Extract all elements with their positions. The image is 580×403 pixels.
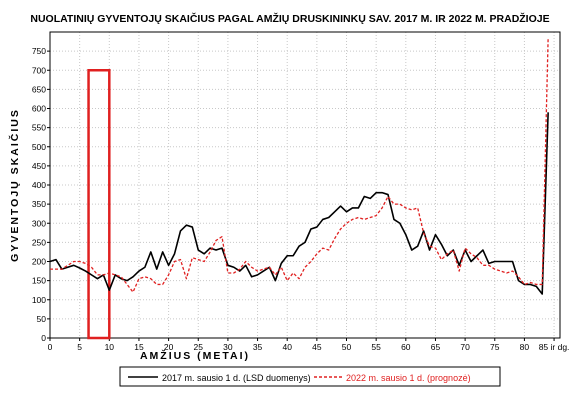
x-tick-label: 30	[223, 342, 233, 352]
x-tick-label: 5	[77, 342, 82, 352]
x-tick-label: 35	[253, 342, 263, 352]
x-tick-label: 50	[342, 342, 352, 352]
x-tick-label: 45	[312, 342, 322, 352]
y-tick-label: 500	[32, 142, 46, 152]
y-tick-labels: 0 50 100 150 200 250 300 350 400 450 500 550 600 650 7…	[32, 46, 46, 343]
y-tick-label: 300	[32, 218, 46, 228]
y-tick-label: 700	[32, 65, 46, 75]
x-tick-labels: 0 5 10 15 20 25 30 35 40 45 50 55 60 65 70 75 80 85 ir dg…	[48, 342, 570, 352]
y-tick-label: 550	[32, 123, 46, 133]
chart-title: NUOLATINIŲ GYVENTOJŲ SKAIČIUS PAGAL AMŽI…	[30, 12, 549, 25]
y-tick-label: 600	[32, 104, 46, 114]
y-tick-label: 650	[32, 84, 46, 94]
x-tick-label: 10	[105, 342, 115, 352]
y-tick-label: 100	[32, 295, 46, 305]
x-tick-label: 15	[134, 342, 144, 352]
x-tick-label: 55	[371, 342, 381, 352]
highlight-box	[87, 69, 111, 340]
legend: 2017 m. sausio 1 d. (LSD duomenys) 2022 …	[119, 366, 501, 387]
x-tick-label: 85 ir dg.	[539, 342, 570, 352]
y-tick-label: 200	[32, 257, 46, 267]
y-tick-label: 350	[32, 199, 46, 209]
y-tick-label: 400	[32, 180, 46, 190]
legend-box	[119, 366, 501, 387]
y-tick-label: 0	[41, 333, 46, 343]
x-tick-label: 25	[194, 342, 204, 352]
legend-label-2017: 2017 m. sausio 1 d. (LSD duomenys)	[162, 373, 311, 383]
x-tick-label: 75	[490, 342, 500, 352]
series-line-2022	[50, 37, 549, 293]
x-tick-label: 20	[164, 342, 174, 352]
y-tick-label: 750	[32, 46, 46, 56]
x-tick-label: 65	[431, 342, 441, 352]
x-tick-label: 40	[282, 342, 292, 352]
y-tick-label: 250	[32, 237, 46, 247]
x-tick-label: 60	[401, 342, 411, 352]
y-tick-label: 450	[32, 161, 46, 171]
x-tick-label: 70	[460, 342, 470, 352]
y-tick-label: 50	[37, 314, 47, 324]
plot-frame	[49, 31, 561, 339]
y-axis-label: GYVENTOJŲ SKAIČIUS	[8, 108, 21, 262]
y-tick-label: 150	[32, 276, 46, 286]
x-tick-label: 0	[48, 342, 53, 352]
legend-label-2022: 2022 m. sausio 1 d. (prognozė)	[346, 373, 471, 383]
series-lines	[49, 37, 549, 295]
x-axis-label: AMŽIUS (METAI)	[140, 349, 250, 362]
x-tick-label: 80	[520, 342, 530, 352]
